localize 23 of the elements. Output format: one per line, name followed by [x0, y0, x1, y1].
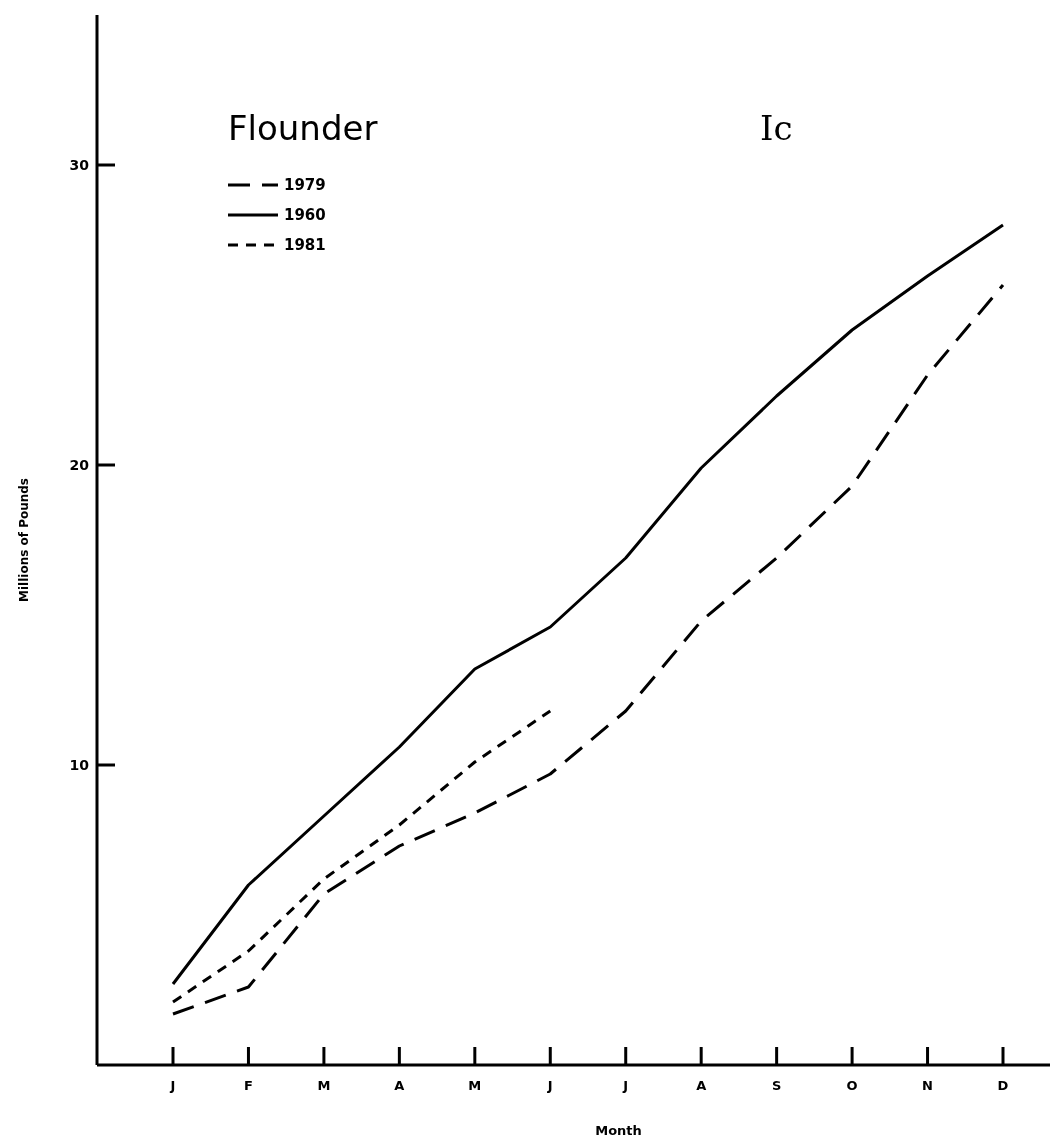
x-tick-label: A [394, 1077, 405, 1093]
y-tick-label: 20 [69, 457, 90, 473]
legend-label: 1979 [284, 176, 326, 194]
x-tick-label: J [622, 1077, 629, 1093]
x-tick-label: A [696, 1077, 707, 1093]
x-tick-label: J [169, 1077, 176, 1093]
x-tick-label: F [244, 1077, 253, 1093]
x-tick-label: D [997, 1077, 1009, 1093]
x-tick-label: O [846, 1077, 858, 1093]
text: Flounder [228, 108, 378, 148]
y-tick-label: 30 [69, 157, 90, 173]
x-tick-label: J [546, 1077, 553, 1093]
annotation: Ic [760, 108, 793, 148]
y-tick-label: 10 [69, 757, 90, 773]
legend-label: 1960 [284, 206, 326, 224]
x-tick-label: N [922, 1077, 933, 1093]
legend-label: 1981 [284, 236, 326, 254]
x-tick-label: S [771, 1077, 782, 1093]
x-tick-label: M [317, 1077, 331, 1093]
x-axis-title: Month [595, 1123, 642, 1138]
line-series [171, 709, 552, 1004]
y-axis-title: Millions of Pounds [17, 477, 31, 603]
x-tick-label: M [468, 1077, 482, 1093]
